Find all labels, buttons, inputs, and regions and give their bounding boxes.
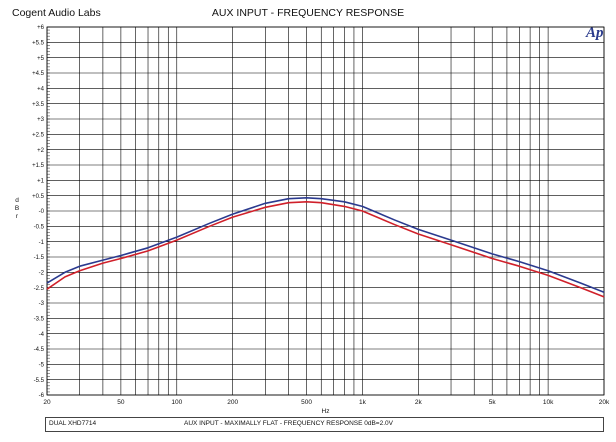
y-tick-label: +1 <box>37 179 45 185</box>
x-tick-label: 100 <box>171 399 182 406</box>
x-tick-label: 20k <box>599 399 610 406</box>
y-axis-label-char: d <box>15 197 19 204</box>
y-axis-label-char: B <box>15 205 19 212</box>
y-tick-label: -1.5 <box>34 255 45 261</box>
y-tick-label: +6 <box>37 25 45 31</box>
y-tick-label: -3 <box>39 301 45 307</box>
chart-title: AUX INPUT - FREQUENCY RESPONSE <box>211 7 405 19</box>
y-tick-label: -0.5 <box>34 225 45 231</box>
series-line-2 <box>46 201 605 298</box>
y-tick-label: +5 <box>37 56 45 62</box>
plot-border <box>46 26 605 396</box>
series-line-1 <box>46 197 605 294</box>
y-tick-label: -5.5 <box>34 378 45 384</box>
x-tick-label: 1k <box>359 399 367 406</box>
x-axis-label: Hz <box>322 408 330 415</box>
y-tick-label: -5 <box>39 363 45 369</box>
y-tick-label: -6 <box>39 393 45 399</box>
y-tick-label: -4.5 <box>34 347 45 353</box>
y-tick-label: +3.5 <box>32 102 45 108</box>
x-tick-label: 5k <box>489 399 497 406</box>
y-tick-label: +2 <box>37 148 45 154</box>
y-axis-label-char: r <box>16 213 19 220</box>
y-tick-label: +5.5 <box>32 41 45 47</box>
x-tick-label: 2k <box>415 399 423 406</box>
ap-logo: Ap <box>586 25 604 41</box>
y-tick-label: -2.5 <box>34 286 45 292</box>
y-tick-label: +4 <box>37 87 45 93</box>
y-tick-label: -1 <box>39 240 45 246</box>
y-tick-label: -3.5 <box>34 317 45 323</box>
x-tick-label: 20 <box>43 399 51 406</box>
x-tick-label: 50 <box>117 399 125 406</box>
y-tick-label: -0 <box>39 209 45 215</box>
y-tick-label: +3 <box>37 117 45 123</box>
company-name: Cogent Audio Labs <box>12 7 101 19</box>
y-tick-label: +4.5 <box>32 71 45 77</box>
y-tick-label: +2.5 <box>32 133 45 139</box>
device-model: DUAL XHD7714 <box>49 420 97 427</box>
test-description: AUX INPUT - MAXIMALLY FLAT - FREQUENCY R… <box>184 420 393 427</box>
footer-info-box: DUAL XHD7714 AUX INPUT - MAXIMALLY FLAT … <box>45 417 604 432</box>
y-tick-label: +0.5 <box>32 194 45 200</box>
x-tick-label: 200 <box>227 399 238 406</box>
y-tick-label: -4 <box>39 332 45 338</box>
x-tick-label: 500 <box>301 399 312 406</box>
x-tick-label: 10k <box>543 399 554 406</box>
y-tick-label: +1.5 <box>32 163 45 169</box>
y-tick-label: -2 <box>39 271 45 277</box>
